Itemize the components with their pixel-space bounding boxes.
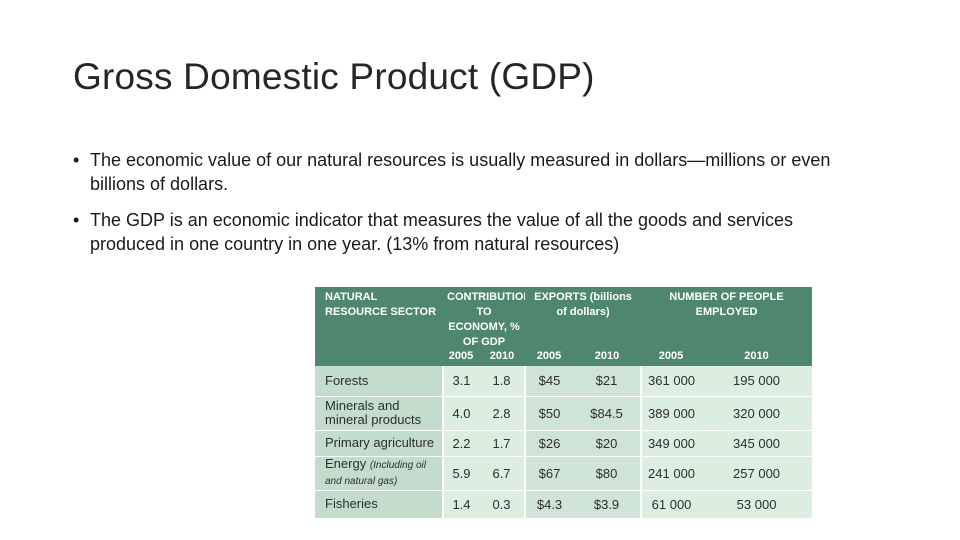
- sector-cell: Energy (Including oil and natural gas): [315, 455, 443, 490]
- bullet-marker: •: [73, 210, 80, 230]
- bullet-item: • The GDP is an economic indicator that …: [73, 208, 873, 256]
- exports-2010-cell: $80: [573, 455, 642, 490]
- exports-2010-cell: $20: [573, 429, 642, 456]
- gdp-2010-cell: 1.8: [479, 366, 526, 396]
- sector-name: Primary agriculture: [325, 435, 435, 450]
- gdp-2010-cell: 6.7: [479, 455, 526, 490]
- year-header: 2010: [573, 350, 642, 366]
- exports-2005-cell: $67: [524, 455, 574, 490]
- header-exports: EXPORTS (billions of dollars): [525, 287, 642, 350]
- year-header: 2010: [479, 350, 526, 366]
- table-row: Energy (Including oil and natural gas) 5…: [315, 455, 813, 490]
- exports-2005-cell: $50: [524, 395, 574, 430]
- sector-cell: Fisheries: [315, 489, 443, 518]
- gdp-2005-cell: 1.4: [442, 489, 479, 518]
- sector-name: Energy: [325, 456, 367, 471]
- sector-cell: Minerals and mineral products: [315, 395, 443, 430]
- sector-cell: Primary agriculture: [315, 429, 443, 456]
- year-header: 2010: [701, 350, 813, 366]
- bullet-item: • The economic value of our natural reso…: [73, 148, 873, 196]
- sector-cell: Forests: [315, 366, 443, 396]
- bullet-marker: •: [73, 150, 80, 170]
- sector-name: Forests: [325, 372, 369, 388]
- gdp-2005-cell: 2.2: [442, 429, 479, 456]
- header-sector: NATURAL RESOURCE SECTOR: [315, 287, 443, 350]
- employed-2005-cell: 61 000: [640, 489, 702, 518]
- employed-2010-cell: 53 000: [701, 489, 813, 518]
- table-year-row: 2005 2010 2005 2010 2005 2010: [315, 350, 813, 366]
- bullet-text: The economic value of our natural resour…: [90, 150, 831, 194]
- slide-title: Gross Domestic Product (GDP): [73, 56, 595, 97]
- sector-name: Minerals and mineral products: [325, 398, 422, 427]
- exports-2010-cell: $84.5: [573, 395, 642, 430]
- year-header: 2005: [525, 350, 574, 366]
- employed-2010-cell: 320 000: [701, 395, 813, 430]
- exports-2010-cell: $21: [573, 366, 642, 396]
- employed-2010-cell: 195 000: [701, 366, 813, 396]
- gdp-2010-cell: 1.7: [479, 429, 526, 456]
- year-header: 2005: [641, 350, 702, 366]
- gdp-2005-cell: 4.0: [442, 395, 479, 430]
- header-employed: NUMBER OF PEOPLE EMPLOYED: [641, 287, 813, 350]
- sector-name: Fisheries: [325, 496, 378, 512]
- gdp-2010-cell: 0.3: [479, 489, 526, 518]
- table-row: Forests 3.1 1.8 $45 $21 361 000 195 000: [315, 366, 813, 396]
- employed-2005-cell: 389 000: [640, 395, 702, 430]
- gdp-2005-cell: 5.9: [442, 455, 479, 490]
- gdp-2010-cell: 2.8: [479, 395, 526, 430]
- year-header: 2005: [443, 350, 479, 366]
- employed-2005-cell: 241 000: [640, 455, 702, 490]
- table-header-row: NATURAL RESOURCE SECTOR CONTRIBUTION TO …: [315, 287, 813, 350]
- table-row: Primary agriculture 2.2 1.7 $26 $20 349 …: [315, 429, 813, 456]
- employed-2010-cell: 345 000: [701, 429, 813, 456]
- header-contribution: CONTRIBUTION TO ECONOMY, % OF GDP: [443, 287, 526, 350]
- sector-note: (Including oil and natural gas): [325, 460, 426, 487]
- header-blank: [315, 350, 443, 366]
- employed-2005-cell: 349 000: [640, 429, 702, 456]
- employed-2005-cell: 361 000: [640, 366, 702, 396]
- table-row: Minerals and mineral products 4.0 2.8 $5…: [315, 395, 813, 430]
- bullet-list: • The economic value of our natural reso…: [73, 148, 873, 268]
- exports-2005-cell: $45: [524, 366, 574, 396]
- gdp-2005-cell: 3.1: [442, 366, 479, 396]
- exports-2005-cell: $4.3: [524, 489, 574, 518]
- exports-2005-cell: $26: [524, 429, 574, 456]
- table-row: Fisheries 1.4 0.3 $4.3 $3.9 61 000 53 00…: [315, 489, 813, 518]
- natural-resources-table: NATURAL RESOURCE SECTOR CONTRIBUTION TO …: [315, 287, 813, 518]
- bullet-text: The GDP is an economic indicator that me…: [90, 210, 794, 254]
- employed-2010-cell: 257 000: [701, 455, 813, 490]
- exports-2010-cell: $3.9: [573, 489, 642, 518]
